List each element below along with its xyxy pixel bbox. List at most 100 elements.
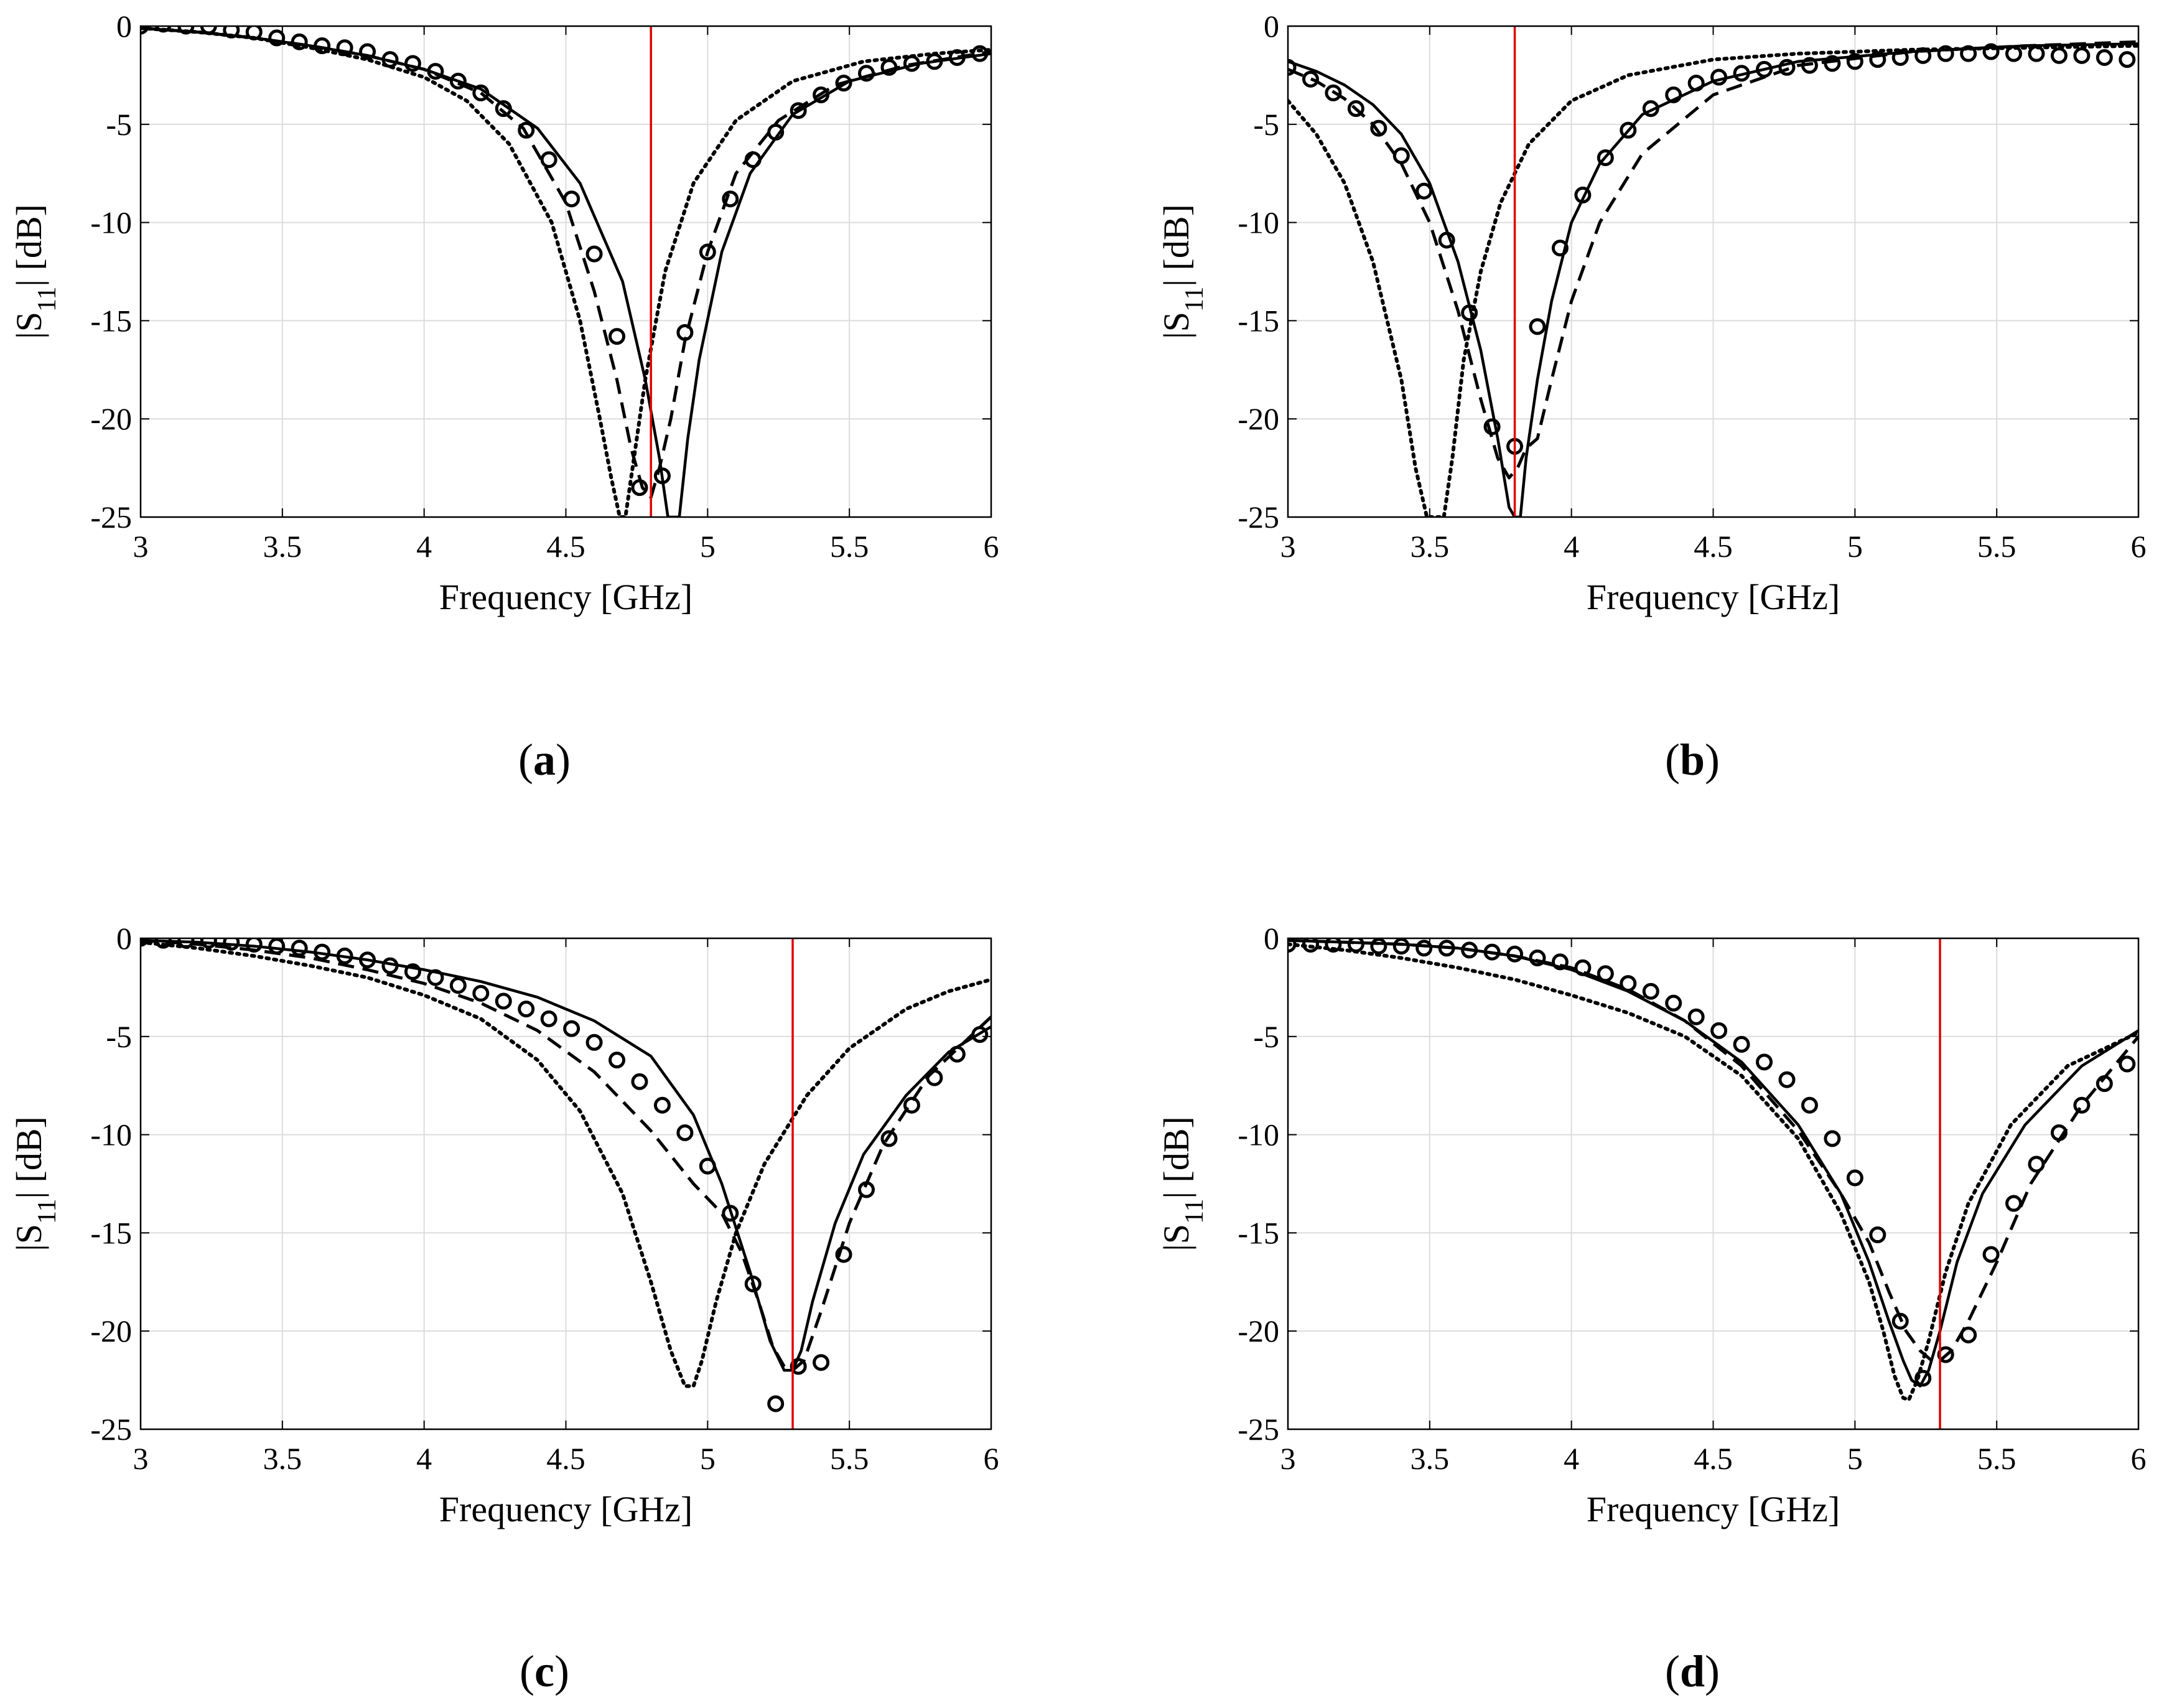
series-measured: [141, 938, 989, 1412]
measured-point: [1869, 51, 1886, 68]
x-tick-label: 4: [416, 1441, 432, 1476]
measured-point: [1551, 953, 1569, 971]
y-tick-label: 0: [116, 9, 132, 44]
measured-point: [835, 1246, 852, 1263]
measured-point: [245, 938, 263, 953]
measured-point: [880, 1130, 898, 1147]
measured-point: [971, 1026, 989, 1043]
y-tick-label: -20: [1238, 1314, 1279, 1348]
measured-point: [1597, 965, 1614, 982]
measured-point: [813, 86, 830, 103]
measured-point: [381, 957, 399, 974]
measured-point: [1483, 943, 1501, 961]
measured-point: [744, 151, 762, 169]
series-group-d: [1288, 938, 2138, 1402]
panel-label: (c): [520, 1646, 569, 1696]
x-tick-label: 4.5: [546, 529, 585, 564]
measured-point: [1370, 119, 1387, 137]
measured-point: [585, 1034, 603, 1051]
panel-c: 3 3.5 4 4.5 5 5.5 6 0 -5 -10 -15 -20 -25 Frequency [G…: [9, 921, 999, 1696]
measured-point: [699, 1157, 716, 1175]
measured-point: [948, 49, 966, 66]
measured-point: [1982, 43, 2000, 60]
measured-point: [1438, 231, 1455, 249]
measured-point: [336, 39, 353, 57]
measured-point: [495, 100, 512, 118]
measured-point: [744, 1275, 762, 1292]
measured-point: [540, 151, 557, 169]
x-tick-label: 6: [2131, 1441, 2147, 1476]
x-tick-label: 4: [1564, 1441, 1579, 1476]
measured-point: [1438, 940, 1455, 957]
measured-point: [2028, 1155, 2045, 1173]
measured-point: [1529, 318, 1546, 335]
panel-label: (a): [518, 735, 571, 785]
measured-point: [1869, 1226, 1886, 1244]
measured-point: [268, 938, 286, 955]
x-tick-label: 6: [2131, 529, 2147, 564]
y-tick-label: -5: [106, 107, 132, 142]
x-tick-label: 5.5: [1977, 1441, 2017, 1476]
y-axis-title: |S11| [dB]: [1156, 1116, 1209, 1251]
measured-point: [472, 84, 490, 101]
y-tick-label: -10: [1238, 1118, 1279, 1152]
measured-point: [563, 1020, 581, 1037]
measured-point: [1302, 70, 1319, 88]
y-tick-label: -20: [1238, 401, 1279, 436]
measured-point: [314, 37, 331, 55]
x-axis-title: Frequency [GHz]: [1587, 577, 1840, 617]
x-tick-label: 4: [1564, 529, 1579, 564]
x-tick-label: 5: [1847, 1441, 1863, 1476]
measured-point: [1665, 86, 1682, 103]
measured-point: [1325, 84, 1342, 101]
measured-point: [1778, 1071, 1796, 1088]
measured-point: [1347, 100, 1364, 118]
measured-point: [631, 1073, 648, 1090]
measured-point: [722, 190, 739, 208]
measured-point: [472, 984, 490, 1002]
series-dashed-line: [1288, 938, 2138, 1362]
measured-point: [2005, 45, 2023, 62]
y-tick-label: -25: [1238, 500, 1279, 534]
y-axis-title: |S11| [dB]: [9, 1116, 62, 1251]
measured-point: [1801, 57, 1818, 74]
measured-point: [245, 26, 263, 40]
measured-point: [449, 977, 467, 994]
series-group-b: [1288, 40, 2138, 517]
x-tick-label: 3: [133, 529, 149, 564]
measured-point: [1665, 994, 1682, 1012]
measured-point: [1642, 982, 1659, 1000]
measured-point: [948, 1045, 966, 1063]
measured-point: [2119, 1055, 2136, 1073]
measured-point: [2050, 47, 2068, 64]
measured-point: [813, 1354, 830, 1371]
x-axis-title: Frequency [GHz]: [439, 577, 692, 617]
measured-point: [381, 51, 399, 68]
measured-point: [2096, 49, 2113, 66]
measured-point: [177, 26, 195, 35]
measured-point: [1415, 182, 1433, 200]
x-tick-label: 5: [700, 529, 716, 564]
panel-d: 3 3.5 4 4.5 5 5.5 6 0 -5 -10 -15 -20 -25 Frequency [G…: [1156, 921, 2147, 1696]
y-tick-label: 0: [1264, 9, 1279, 44]
measured-point: [653, 1096, 671, 1114]
x-tick-label: 4.5: [1694, 529, 1733, 564]
y-tick-label: -15: [1238, 1215, 1279, 1250]
axes-box: [1287, 937, 2140, 1430]
y-tick-label: -10: [1238, 205, 1279, 240]
measured-point: [2119, 51, 2136, 68]
measured-point: [518, 121, 535, 139]
measured-point: [540, 1010, 557, 1027]
measured-point: [2073, 1096, 2091, 1114]
measured-point: [495, 992, 512, 1010]
y-tick-label: -5: [106, 1019, 132, 1054]
measured-point: [268, 29, 286, 47]
y-tick-label: -25: [90, 500, 132, 534]
measured-point: [1982, 1246, 2000, 1263]
measured-point: [223, 26, 240, 39]
panel-b: 3 3.5 4 4.5 5 5.5 6 0 -5 -10 -15 -20 -25 Frequency [G…: [1156, 9, 2147, 785]
y-tick-label: -15: [90, 303, 132, 338]
measured-point: [971, 45, 989, 62]
x-tick-label: 4.5: [1694, 1441, 1733, 1476]
